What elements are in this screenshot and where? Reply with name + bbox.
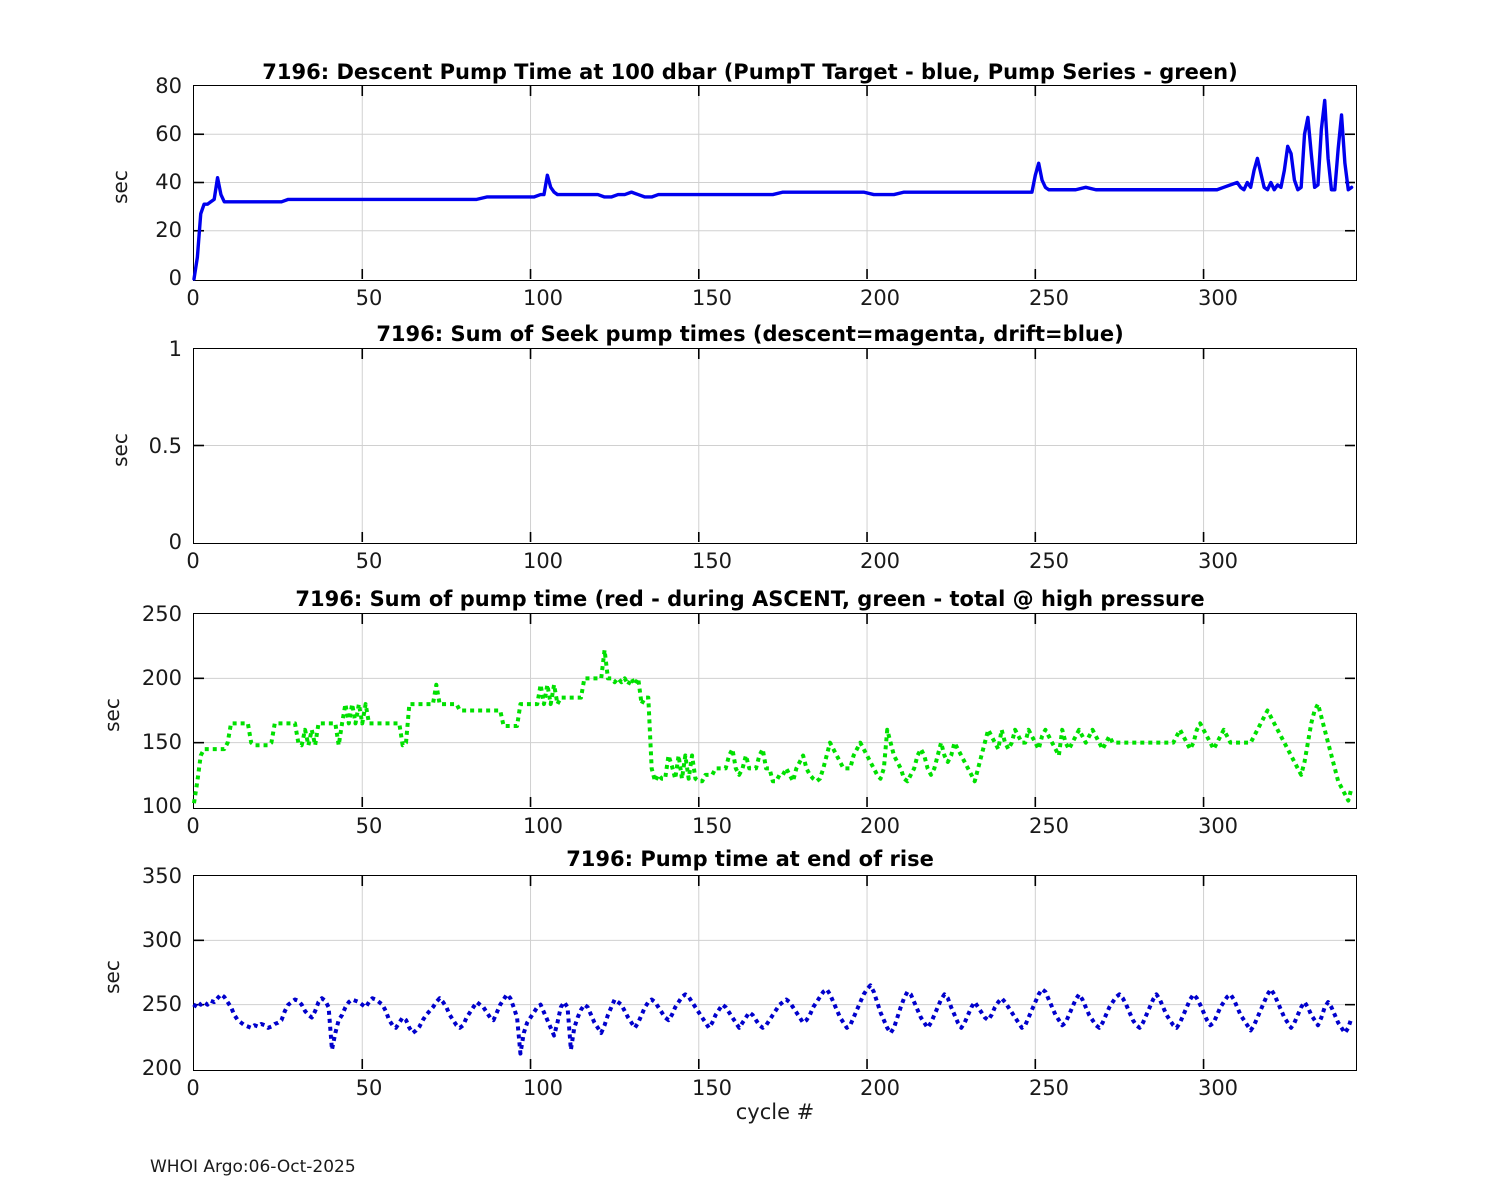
- panel-2-canvas: [194, 349, 1355, 542]
- panel-4-ytick-300: 300: [141, 928, 182, 952]
- panel-4-ytick-250: 250: [141, 992, 182, 1016]
- panel-3-ytick-100: 100: [141, 794, 182, 818]
- panel-1-xtick-250: 250: [1028, 286, 1070, 310]
- panel-1-plot-area: [192, 85, 1357, 281]
- panel-2-xtick-0: 0: [186, 549, 200, 573]
- panel-2-xtick-50: 50: [355, 549, 383, 573]
- panel-4-ytick-200: 200: [141, 1056, 182, 1080]
- panel-3-xtick-250: 250: [1028, 814, 1070, 838]
- panel-1-xtick-150: 150: [691, 286, 733, 310]
- panel-2-title: 7196: Sum of Seek pump times (descent=ma…: [376, 322, 1124, 346]
- panel-4-xtick-200: 200: [859, 1076, 901, 1100]
- panel-2-xtick-200: 200: [859, 549, 901, 573]
- panel-4-ytick-350: 350: [141, 864, 182, 888]
- panel-1-title: 7196: Descent Pump Time at 100 dbar (Pum…: [262, 60, 1238, 84]
- panel-1-ytick-60: 60: [155, 122, 182, 146]
- panel-3-ytick-150: 150: [141, 730, 182, 754]
- panel-3-xtick-100: 100: [522, 814, 564, 838]
- panel-1-xtick-100: 100: [522, 286, 564, 310]
- panel-1-ytick-0: 0: [168, 266, 182, 290]
- panel-1-ytick-20: 20: [155, 218, 182, 242]
- panel-1-ytick-80: 80: [155, 74, 182, 98]
- panel-3-xtick-50: 50: [355, 814, 383, 838]
- panel-3-xtick-300: 300: [1197, 814, 1239, 838]
- panel-sum-pump-time: 7196: Sum of pump time (red - during ASC…: [100, 587, 1357, 838]
- figure-footer-credit: WHOI Argo:06-Oct-2025: [150, 1157, 356, 1177]
- panel-3-plot-area: [192, 613, 1357, 809]
- panel-4-xtick-50: 50: [355, 1076, 383, 1100]
- panel-4-ylabel: sec: [100, 960, 124, 994]
- panel-seek-pump-times: 7196: Sum of Seek pump times (descent=ma…: [0, 0, 1500, 575]
- panel-3-xtick-150: 150: [691, 814, 733, 838]
- panel-4-xtick-0: 0: [186, 1076, 200, 1100]
- panel-1-ytick-40: 40: [155, 170, 182, 194]
- panel-2-plot-area: [193, 348, 1357, 544]
- panel-1-xtick-0: 0: [186, 286, 200, 310]
- panel-4-canvas: [192, 876, 1355, 1069]
- panel-3-ytick-250: 250: [141, 602, 182, 626]
- panel-3-ytick-200: 200: [141, 666, 182, 690]
- panel-1-xtick-200: 200: [859, 286, 901, 310]
- panel-2-xtick-300: 300: [1197, 549, 1239, 573]
- panel-2-xtick-150: 150: [691, 549, 733, 573]
- panel-3-canvas: [192, 614, 1355, 807]
- panel-4-xtick-300: 300: [1197, 1076, 1239, 1100]
- panel-3-xtick-0: 0: [186, 814, 200, 838]
- panel-4-title: 7196: Pump time at end of rise: [566, 847, 934, 871]
- panel-4-xtick-250: 250: [1028, 1076, 1070, 1100]
- panel-pump-time-end-of-rise: 7196: Pump time at end of rise sec 350 3…: [100, 847, 1357, 1124]
- panel-1-canvas: [192, 86, 1355, 281]
- panel-2-ytick-0.5: 0.5: [148, 434, 182, 458]
- panel-2-xtick-250: 250: [1028, 549, 1070, 573]
- panel-4-xtick-150: 150: [691, 1076, 733, 1100]
- panel-1-xtick-50: 50: [355, 286, 383, 310]
- panel-2-xtick-100: 100: [522, 549, 564, 573]
- panel-descent-pump-time: 7196: Descent Pump Time at 100 dbar (Pum…: [0, 0, 1500, 310]
- panel-2-ytick-0: 0: [168, 530, 182, 554]
- panel-3-title: 7196: Sum of pump time (red - during ASC…: [295, 587, 1205, 611]
- panel-1-xtick-300: 300: [1197, 286, 1239, 310]
- panel-2-ytick-1: 1: [168, 337, 182, 361]
- panel-3-xtick-200: 200: [859, 814, 901, 838]
- panel-4-xtick-100: 100: [522, 1076, 564, 1100]
- panel-4-plot-area: [192, 875, 1357, 1071]
- figure-xlabel: cycle #: [735, 1100, 815, 1124]
